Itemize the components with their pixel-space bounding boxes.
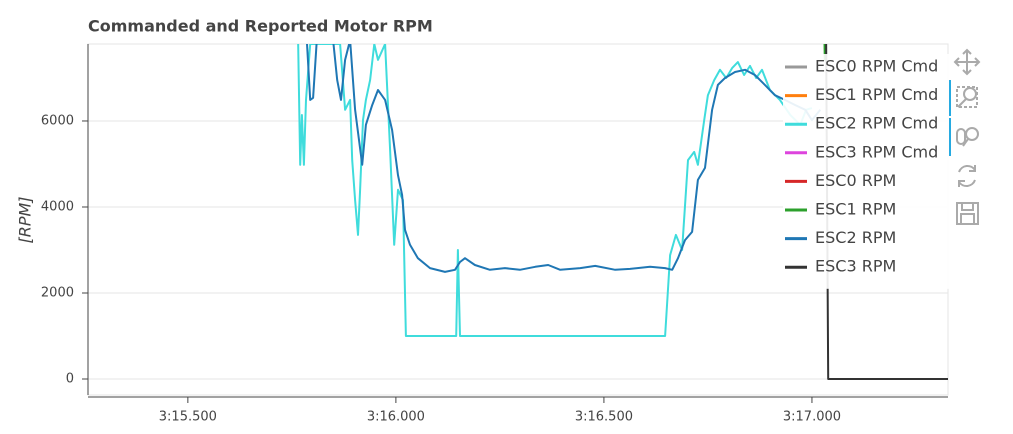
- y-tick-label: 6000: [41, 113, 74, 128]
- pan-tool[interactable]: [953, 48, 981, 76]
- x-tick-label: 3:17.000: [783, 410, 841, 425]
- legend-label: ESC2 RPM Cmd: [815, 114, 938, 133]
- legend-label: ESC2 RPM: [815, 228, 896, 247]
- y-axis-label: [RPM]: [16, 196, 35, 243]
- series-line: [297, 44, 813, 337]
- legend-label: ESC0 RPM Cmd: [815, 57, 938, 76]
- legend-label: ESC3 RPM Cmd: [815, 142, 938, 161]
- legend-label: ESC3 RPM: [815, 257, 896, 276]
- axes: 0 2000 4000 6000 3:15.500 3:16.000 3:16.500 3:1…: [41, 44, 948, 425]
- legend-label: ESC0 RPM: [815, 171, 896, 190]
- chart-title: Commanded and Reported Motor RPM: [88, 17, 433, 36]
- legend-label: ESC1 RPM: [815, 200, 896, 219]
- save-tool[interactable]: [956, 202, 979, 225]
- series-line: [306, 44, 822, 273]
- x-tick-label: 3:16.000: [367, 410, 425, 425]
- legend-box: [783, 54, 949, 289]
- y-tick-label: 4000: [41, 199, 74, 214]
- wheel-zoom-tool[interactable]: [956, 127, 979, 147]
- box-zoom-tool[interactable]: [956, 86, 978, 108]
- y-tick-label: 2000: [41, 285, 74, 300]
- y-tick-label: 0: [66, 372, 74, 387]
- legend-label: ESC1 RPM Cmd: [815, 85, 938, 104]
- legend: ESC0 RPM Cmd ESC1 RPM Cmd ESC2 RPM Cmd ESC3…: [783, 54, 949, 289]
- toolbar: [949, 48, 981, 225]
- x-tick-label: 3:16.500: [575, 410, 633, 425]
- x-tick-label: 3:15.500: [159, 410, 217, 425]
- reset-tool[interactable]: [958, 165, 976, 187]
- grid: [88, 120, 948, 380]
